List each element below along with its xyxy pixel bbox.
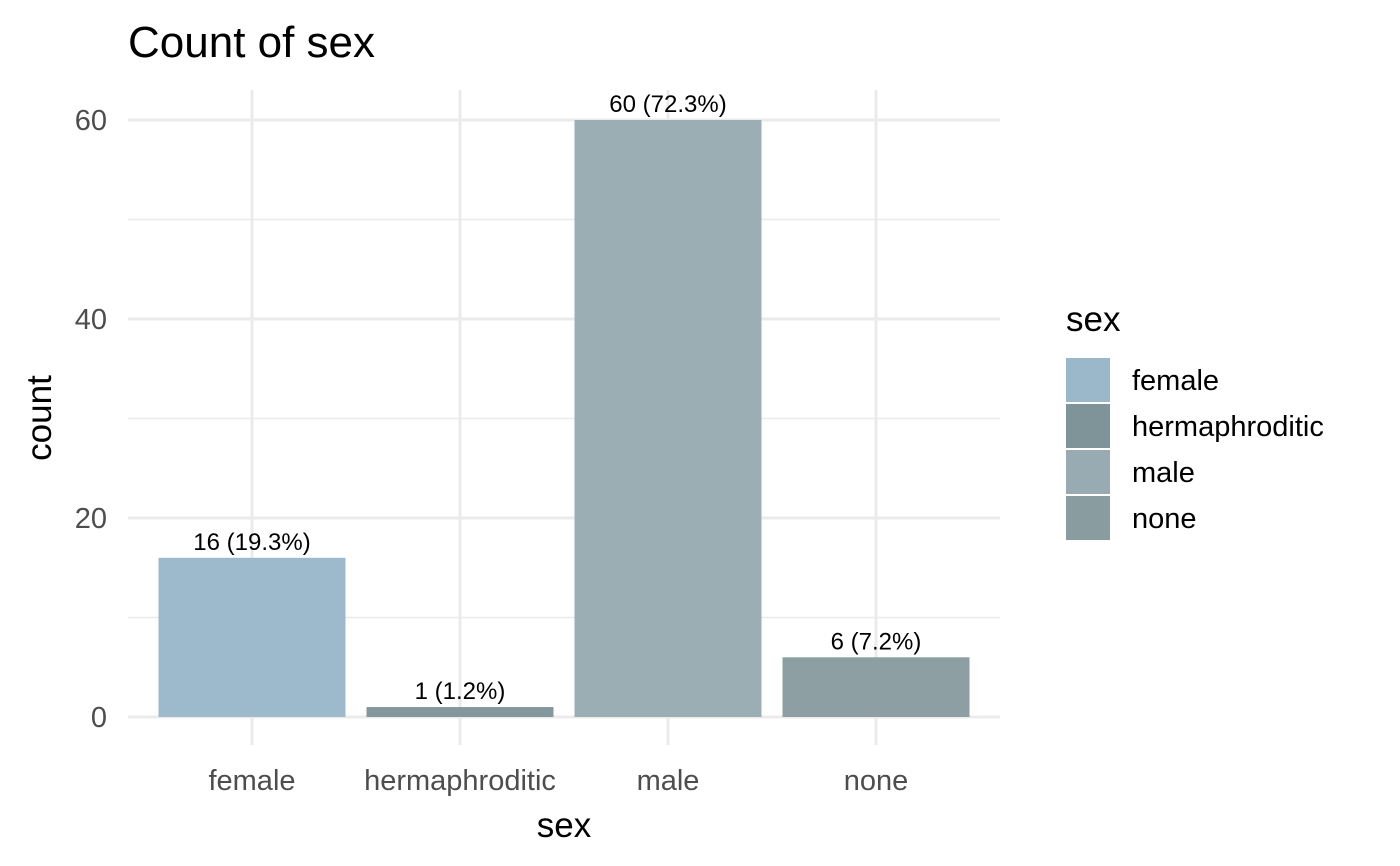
legend-title: sex <box>1066 300 1121 339</box>
y-tick-label: 20 <box>75 503 107 535</box>
data-label: 16 (19.3%) <box>193 529 310 556</box>
legend-key-none <box>1066 496 1110 540</box>
x-tick-label: none <box>844 765 909 797</box>
bar-hermaphroditic <box>366 707 554 717</box>
x-axis-ticks: female hermaphroditic male none <box>208 765 908 797</box>
legend-label: hermaphroditic <box>1132 411 1324 443</box>
chart-title: Count of sex <box>128 18 375 67</box>
y-tick-label: 40 <box>75 304 107 336</box>
bars <box>158 120 970 717</box>
x-tick-label: hermaphroditic <box>364 765 556 797</box>
legend: sex female hermaphroditic male none <box>1066 300 1324 540</box>
data-label: 1 (1.2%) <box>415 678 506 705</box>
legend-key-hermaphroditic <box>1066 404 1110 448</box>
data-labels: 16 (19.3%) 1 (1.2%) 60 (72.3%) 6 (7.2%) <box>193 91 921 705</box>
bar-male <box>574 120 762 717</box>
bar-female <box>158 557 346 717</box>
y-axis-title: count <box>20 375 59 461</box>
legend-items: female hermaphroditic male none <box>1066 358 1324 540</box>
bar-none <box>782 657 970 717</box>
y-tick-label: 60 <box>75 105 107 137</box>
legend-label: none <box>1132 503 1197 535</box>
data-label: 60 (72.3%) <box>609 91 726 118</box>
x-tick-label: male <box>637 765 700 797</box>
x-tick-label: female <box>208 765 295 797</box>
legend-key-male <box>1066 450 1110 494</box>
data-label: 6 (7.2%) <box>831 628 922 655</box>
legend-key-female <box>1066 358 1110 402</box>
legend-label: male <box>1132 457 1195 489</box>
y-tick-label: 0 <box>91 702 107 734</box>
legend-label: female <box>1132 365 1219 397</box>
x-axis-title: sex <box>537 806 592 845</box>
y-axis-ticks: 0 20 40 60 <box>75 105 107 734</box>
